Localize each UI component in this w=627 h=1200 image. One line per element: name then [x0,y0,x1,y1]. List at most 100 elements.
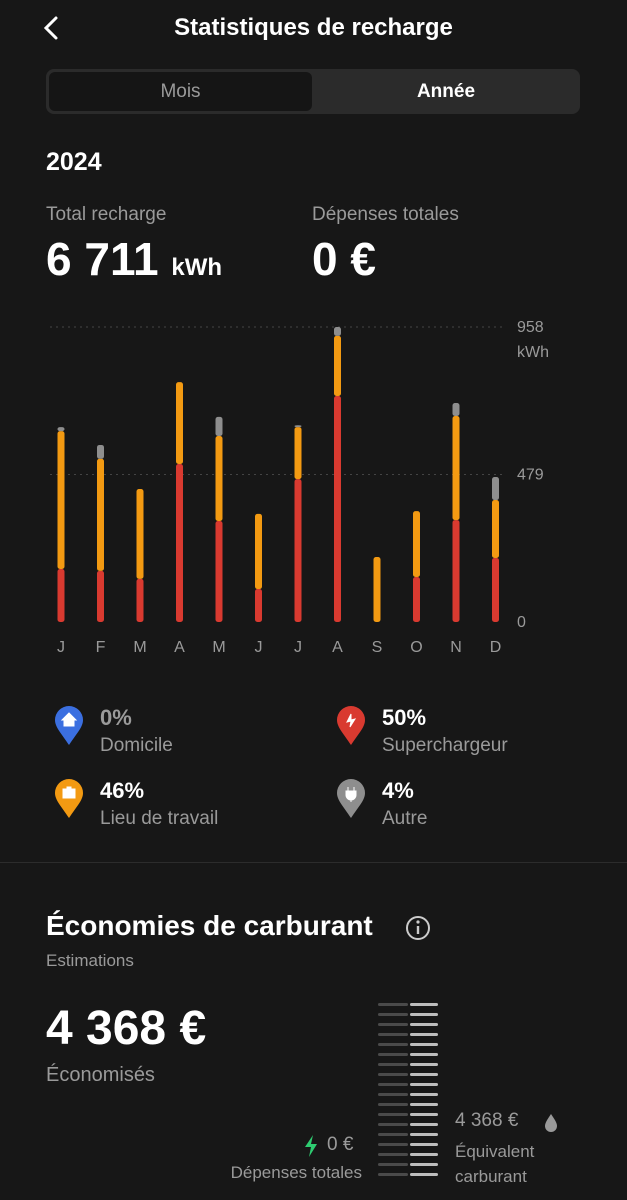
glyph-path [345,787,357,802]
bar-segment [294,427,302,480]
fuel-label: Équivalent carburant [455,1142,535,1186]
bar-segment [452,520,460,622]
x-tick-label: F [96,639,106,656]
bar-segment [136,578,144,622]
x-tick-label: N [450,639,462,656]
y-unit: kWh [517,344,549,361]
tab[interactable]: Mois [49,72,312,111]
gauge-bar [378,1043,408,1046]
gauge-bar [378,1153,408,1156]
gauge-bar [410,1133,438,1136]
gauge-bar [410,1083,438,1086]
legend-label: Domicile [100,735,173,756]
gauge-bar [378,1073,408,1076]
fuel-value: 4 368 € [455,1110,519,1131]
gauge-bar [378,1123,408,1126]
x-tick-label: A [332,639,343,656]
gauge-bar [378,1163,408,1166]
gauge-bar [378,1033,408,1036]
gauge-bar [410,1003,438,1006]
x-tick-label: M [212,639,225,656]
y-tick-label: 479 [517,467,544,484]
bar-segment [294,425,302,428]
x-tick-label: J [255,639,263,656]
bar-segment [176,382,183,465]
electric-value: 0 € [327,1134,354,1155]
tab-active[interactable]: Année [416,81,476,102]
x-tick-label: O [410,639,422,656]
bar-segment [176,464,183,622]
glyph [345,787,357,802]
section-subtitle: Estimations [46,951,134,970]
bar-segment [334,395,341,622]
bar-segment [413,511,420,578]
gauge-bar [410,1113,438,1116]
glyph-path [346,713,357,728]
bar-segment [97,444,104,459]
legend-share: 0% [100,705,132,730]
gauge-bar [410,1093,438,1096]
y-tick-label: 0 [517,614,526,631]
bar-segment [373,557,381,622]
gauge-bar [378,1143,408,1146]
glyph [60,712,78,727]
electric-label: Dépenses totales [230,1163,362,1182]
gauge-bar [378,1103,408,1106]
legend-icon [55,779,83,818]
gauge-bar [410,1163,438,1166]
gauge-bar [410,1123,438,1126]
gauge-bar [378,1113,408,1116]
x-tick-label: M [133,639,146,656]
back-button[interactable] [40,14,64,42]
legend-label: Lieu de travail [100,808,219,829]
bar-segment [57,569,65,622]
bar-segment [492,557,499,622]
chart: 0 479 958 kWh J F M A M J J A S O N D [50,319,549,656]
y-tick-label: 958 [517,319,544,336]
bar-segment [294,479,302,622]
gauge-bar [410,1013,438,1016]
gauge-bar [410,1033,438,1036]
legend-share: 50% [382,705,427,730]
gauge-bar [378,1003,408,1006]
x-tick-label: J [57,639,65,656]
legend-icon [337,779,365,818]
year: 2024 [46,148,102,176]
savings-label: Économisés [46,1064,155,1086]
drop-icon [545,1114,557,1132]
glyph-path [60,712,78,727]
gauge-bar [410,1053,438,1056]
bar-segment [452,403,460,416]
gauge-bar [410,1143,438,1146]
gauge-bar [410,1023,438,1026]
gauge-bar [378,1083,408,1086]
bar-segment [492,476,499,501]
x-tick-label: A [174,639,185,656]
bar-segment [57,427,65,432]
bar-segment [255,589,262,622]
gauge-bar [378,1093,408,1096]
gauge-bar [410,1153,438,1156]
gauge-bar [410,1103,438,1106]
info-icon[interactable] [404,914,432,942]
bar-segment [334,327,341,336]
legend-icon [55,706,83,745]
gauge-bar [378,1023,408,1026]
bar-segment [413,577,420,622]
divider [0,862,627,863]
glyph-path [62,786,76,799]
savings-amount: 4 368 € [46,1002,207,1055]
legend-share: 46% [100,778,145,803]
legend-share: 4% [382,778,414,803]
gauge-bar [378,1173,408,1176]
bar-segment [97,570,104,622]
legend-icon [337,706,365,745]
bar-segment [255,513,262,590]
stat-label: Dépenses totales [312,204,459,225]
bar-segment [97,458,104,571]
gauge-bar [410,1063,438,1066]
stat-value: 0 € [312,233,376,285]
gauge-bar [410,1173,438,1176]
x-tick-label: S [372,639,383,656]
